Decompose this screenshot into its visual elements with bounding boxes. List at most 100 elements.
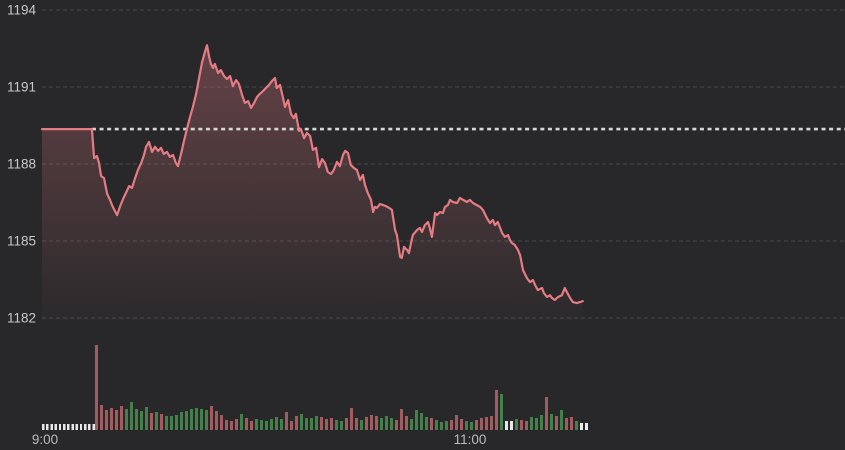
volume-bar <box>185 411 189 430</box>
volume-bar <box>110 408 114 430</box>
volume-bar <box>215 411 219 430</box>
volume-bar <box>305 418 309 430</box>
volume-bar <box>435 420 439 430</box>
price-line <box>40 44 584 305</box>
x-axis-tick-label: 9:00 <box>32 432 58 447</box>
y-axis-tick-label: 1188 <box>7 157 36 172</box>
volume-bar <box>210 406 214 430</box>
x-axis-labels: 9:00 11:00 <box>32 432 487 447</box>
volume-bar <box>100 405 104 430</box>
price-area-fill <box>42 45 583 320</box>
volume-bar <box>150 413 154 430</box>
x-axis-tick-label: 11:00 <box>454 432 487 447</box>
volume-bar <box>195 408 199 430</box>
volume-bar <box>475 420 479 430</box>
volume-bar <box>325 419 329 430</box>
volume-bar <box>535 418 539 430</box>
preopen-volume-bar <box>46 424 49 430</box>
volume-bar <box>140 411 144 430</box>
preopen-volume-bar <box>67 424 70 430</box>
volume-bar <box>460 419 464 430</box>
volume-bar <box>355 418 359 430</box>
volume-bar <box>520 420 524 430</box>
preopen-volume-bar <box>92 424 95 430</box>
volume-bar <box>580 423 584 430</box>
volume-bar <box>335 420 339 430</box>
volume-bar <box>285 412 289 430</box>
volume-bar <box>545 397 549 430</box>
volume-bar <box>490 416 494 430</box>
volume-bar <box>160 414 164 430</box>
volume-bar <box>455 415 459 430</box>
volume-bar <box>290 421 294 430</box>
volume-bar <box>345 418 349 430</box>
volume-bar <box>365 417 369 430</box>
volume-bar <box>500 394 504 430</box>
volume-bar <box>240 414 244 430</box>
volume-bar <box>200 409 204 430</box>
volume-bar <box>525 421 529 430</box>
volume-bar <box>115 410 119 430</box>
volume-bar <box>495 390 499 430</box>
volume-bar <box>430 418 434 430</box>
volume-bar <box>225 420 229 430</box>
volume-bar <box>235 419 239 430</box>
y-axis-tick-label: 1185 <box>7 234 36 249</box>
preopen-volume-bar <box>50 424 53 430</box>
volume-bar <box>375 416 379 430</box>
volume-bar <box>530 417 534 430</box>
volume-bar <box>155 412 159 430</box>
volume-bar <box>260 420 264 430</box>
volume-bar <box>510 421 514 430</box>
volume-bar <box>255 419 259 430</box>
volume-bar <box>125 409 129 430</box>
volume-bar <box>385 416 389 430</box>
volume-bar <box>400 409 404 430</box>
volume-bar <box>190 409 194 430</box>
volume-bar <box>330 418 334 430</box>
preopen-volume-bar <box>71 424 74 430</box>
volume-bar <box>135 409 139 430</box>
preopen-volume-bar <box>42 424 45 430</box>
volume-bar <box>420 413 424 430</box>
volume-bar <box>275 417 279 430</box>
volume-bar <box>280 419 284 430</box>
volume-bar <box>465 421 469 430</box>
volume-bar <box>505 421 509 430</box>
volume-bar <box>370 415 374 430</box>
volume-bar <box>450 420 454 430</box>
volume-bar <box>390 418 394 430</box>
y-axis-tick-label: 1182 <box>7 311 36 326</box>
volume-bar <box>470 422 474 430</box>
volume-bar <box>270 419 274 430</box>
volume-bar <box>575 421 579 430</box>
volume-bar <box>120 406 124 430</box>
volume-bar <box>480 418 484 430</box>
volume-bar <box>380 418 384 430</box>
volume-bar <box>320 417 324 430</box>
volume-bar <box>395 420 399 430</box>
preopen-volume-bar <box>63 424 66 430</box>
volume-bar <box>550 414 554 430</box>
volume-bar <box>315 416 319 430</box>
volume-bar <box>205 410 209 430</box>
preopen-volume-bar <box>58 424 62 430</box>
volume-bar <box>300 414 304 430</box>
volume-bar <box>560 410 564 430</box>
volume-bar <box>220 415 224 430</box>
volume-bar <box>360 420 364 430</box>
volume-bar <box>415 410 419 430</box>
volume-bar <box>485 417 489 430</box>
volume-bar <box>540 415 544 430</box>
volume-bar <box>555 416 559 430</box>
y-axis-labels: 1194 1191 1188 1185 1182 <box>7 3 37 326</box>
volume-bar <box>565 418 569 430</box>
volume-bar <box>265 421 269 430</box>
volume-bar <box>440 422 444 430</box>
volume-bar <box>145 407 149 430</box>
volume-bar <box>165 416 169 430</box>
preopen-volume-bars <box>42 424 95 430</box>
volume-bar <box>95 345 99 430</box>
